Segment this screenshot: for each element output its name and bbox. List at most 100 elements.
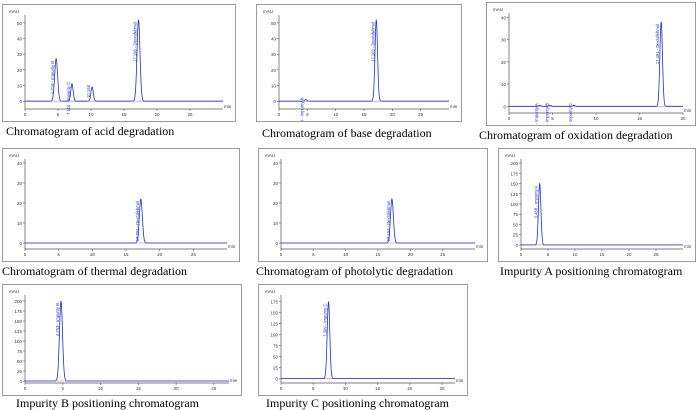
peak-label: 17.165 - Dexrafebmol: [370, 22, 375, 62]
chromatogram-trace: [521, 182, 683, 246]
chromatogram-trace: [509, 21, 683, 107]
x-tick-label: 20: [626, 252, 632, 257]
x-tick-label: 15: [121, 112, 127, 117]
peak-label: 4.718 - Impurity B: [300, 97, 305, 121]
x-tick-label: 15: [637, 116, 643, 121]
caption-impurity-a: Impurity A positioning chromatogram: [500, 264, 683, 278]
peak-label: 17.196 - Dexrafebmol: [132, 22, 137, 62]
y-tick-label: 150: [270, 311, 278, 316]
x-tick-label: 25: [440, 252, 446, 257]
x-tick-label: 25: [187, 112, 193, 117]
x-tick-label: 25: [191, 252, 197, 257]
y-tick-label: 75: [273, 344, 279, 349]
x-tick-label: 10: [90, 252, 96, 257]
y-tick-label: 10: [271, 84, 277, 89]
peak-label: 3.458 - Impurity A: [534, 185, 539, 218]
y-tick-label: 0: [19, 379, 22, 384]
y-tick-label: 125: [270, 322, 278, 327]
y-tick-label: 50: [273, 355, 279, 360]
chromatogram-impurity-a: 0 25 50 75 100 125 150 175 200 0 5 10 15 20 25 mAU min 3.…: [505, 153, 692, 257]
chromatogram-trace: [281, 198, 475, 244]
y-tick-label: 100: [510, 202, 518, 207]
x-axis-label: min: [684, 244, 692, 249]
x-tick-label: 5: [57, 112, 60, 117]
caption-oxidation: Chromatogram of oxidation degradation: [479, 128, 673, 142]
y-tick-label: 125: [14, 329, 22, 334]
y-tick-label: 20: [17, 68, 23, 73]
x-tick-label: 25: [418, 112, 424, 117]
chart-frame: 0 25 50 75 100 125 150 175 200 0 5 10 15 20 25 mAU min 3.…: [498, 148, 696, 262]
x-tick-label: 5: [551, 116, 554, 121]
x-tick-label: 10: [333, 112, 339, 117]
y-tick-label: 50: [17, 359, 23, 364]
y-tick-label: 50: [271, 21, 277, 26]
y-tick-label: 0: [275, 377, 278, 382]
y-tick-label: 0: [19, 241, 22, 246]
x-tick-label: 20: [174, 386, 180, 391]
x-tick-label: 15: [375, 386, 381, 391]
x-axis-label: min: [450, 104, 458, 109]
chromatogram-base: 0 10 20 30 40 50 0 5 10 15 20 25 mAU min 4.718 - Impur…: [263, 9, 458, 121]
y-tick-label: 20: [273, 201, 279, 206]
chromatogram-thermal: 0 10 20 30 40 0 5 10 15 20 25 mAU min 17.204 - Dexraf…: [9, 153, 236, 257]
x-tick-label: 15: [361, 112, 367, 117]
x-axis-label: min: [684, 108, 692, 113]
chromatogram-impurity-b: 0 25 50 75 100 125 150 175 200 0 5 10 15 20 25 mAU min 4.…: [9, 289, 238, 391]
y-tick-label: 175: [510, 171, 518, 176]
y-tick-label: 10: [17, 221, 23, 226]
y-tick-label: 0: [273, 99, 276, 104]
y-tick-label: 40: [17, 37, 23, 42]
y-tick-label: 100: [270, 333, 278, 338]
y-tick-label: 0: [515, 243, 518, 248]
y-tick-label: 10: [273, 221, 279, 226]
x-tick-label: 15: [375, 252, 381, 257]
x-tick-label: 5: [62, 386, 65, 391]
y-tick-label: 75: [513, 212, 519, 217]
peak-label: 7.115 - Impurity C: [66, 82, 71, 115]
y-tick-label: 0: [275, 241, 278, 246]
chromatogram-photolytic: 0 10 20 30 40 0 5 10 15 20 25 mAU min 17.153 - Dexraf…: [265, 153, 484, 257]
peak-label: 4.763 - Impurity B: [55, 303, 60, 336]
peak-label: 17.491 - Dexrafebmol: [655, 24, 660, 64]
peak-label: 7.457 - Impurity C: [568, 103, 573, 125]
caption-base: Chromatogram of base degradation: [262, 126, 432, 140]
y-tick-label: 30: [273, 181, 279, 186]
y-tick-label: 10: [501, 82, 507, 87]
caption-acid: Chromatogram of acid degradation: [6, 124, 175, 138]
x-axis-label: min: [230, 378, 238, 383]
y-tick-label: 30: [17, 181, 23, 186]
x-axis-label: min: [228, 244, 236, 249]
y-axis-label: mAU: [265, 153, 275, 158]
x-tick-label: 5: [306, 112, 309, 117]
y-tick-label: 40: [273, 161, 279, 166]
x-tick-label: 20: [680, 116, 686, 121]
y-tick-label: 20: [17, 201, 23, 206]
x-tick-label: 0: [508, 116, 511, 121]
peak-label: 17.204 - Dexrafebmol: [135, 201, 140, 241]
x-tick-label: 5: [57, 252, 60, 257]
y-tick-label: 75: [17, 349, 23, 354]
x-tick-label: 10: [572, 252, 578, 257]
x-tick-label: 0: [280, 252, 283, 257]
x-tick-label: 10: [88, 112, 94, 117]
x-tick-label: 5: [547, 252, 550, 257]
peak-label: 4.718 - Impurity B: [50, 61, 55, 94]
chart-frame: 0 10 20 30 40 0 5 10 15 20 mAU min 3.568 - Impurity …: [486, 2, 696, 126]
y-tick-label: 25: [273, 366, 279, 371]
y-tick-label: 20: [271, 68, 277, 73]
x-tick-label: 20: [157, 252, 163, 257]
chromatogram-acid: 0 10 20 30 40 50 0 5 10 15 20 25 mAU min 4.718 - Impur…: [9, 9, 232, 117]
peak-label: 7.369 - Impurity C: [322, 304, 327, 337]
peak-label: 10.168: [86, 84, 91, 97]
y-tick-label: 200: [14, 299, 22, 304]
peak-label: 4.744 - Impurity B: [544, 103, 549, 125]
x-tick-label: 15: [599, 252, 605, 257]
x-tick-label: 0: [24, 252, 27, 257]
x-tick-label: 10: [343, 386, 349, 391]
y-tick-label: 40: [17, 161, 23, 166]
x-tick-label: 10: [98, 386, 104, 391]
y-tick-label: 50: [513, 222, 519, 227]
y-axis-label: mAU: [9, 9, 19, 14]
caption-thermal: Chromatogram of thermal degradation: [2, 264, 187, 278]
chart-frame: 0 10 20 30 40 50 0 5 10 15 20 25 mAU min 4.718 - Impur…: [2, 4, 236, 122]
